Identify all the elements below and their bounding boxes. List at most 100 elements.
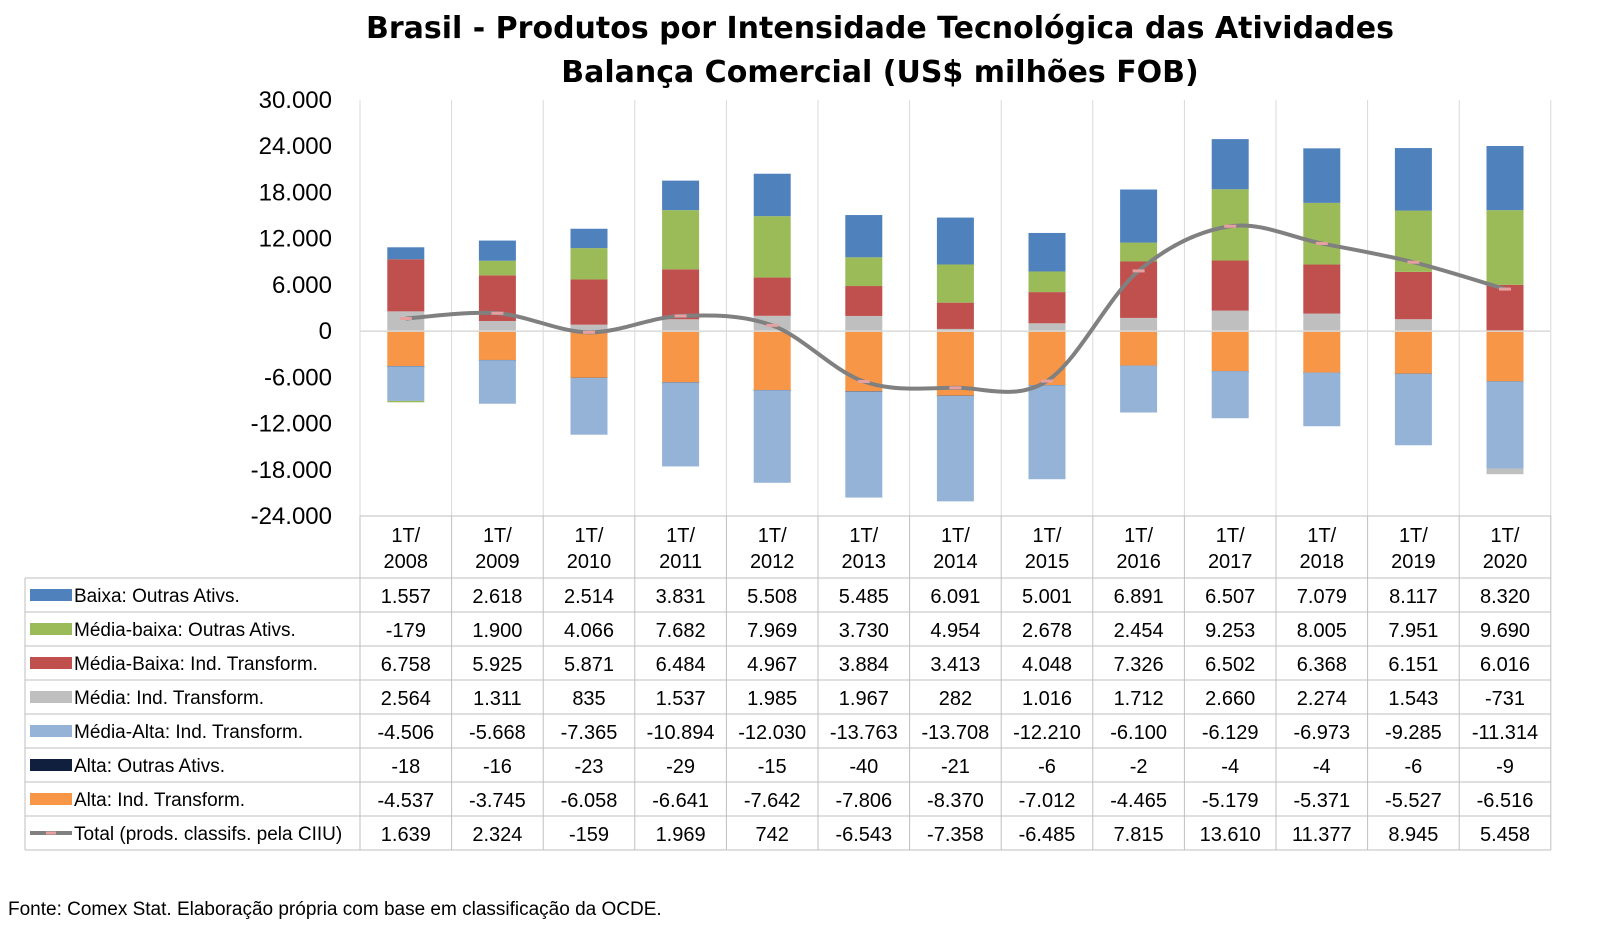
data-cell: 4.066	[564, 620, 614, 642]
data-cell: 8.945	[1388, 824, 1438, 846]
data-cell: 5.871	[564, 654, 614, 676]
bar-segment-alta_ind	[1486, 331, 1524, 382]
data-cell: 1.969	[656, 824, 706, 846]
y-tick-label: 0	[319, 318, 332, 345]
data-cell: -7.012	[1019, 790, 1076, 812]
data-cell: -6.100	[1110, 722, 1167, 744]
data-cell: 8.320	[1480, 586, 1530, 608]
bar-segment-media_baixa_ind	[570, 279, 608, 325]
bar-segment-media_baixa_outras	[1028, 271, 1066, 293]
data-cell: 7.682	[656, 620, 706, 642]
data-cell: 7.326	[1114, 654, 1164, 676]
legend-key-alta_ind	[30, 793, 72, 805]
bar-segment-media_ind	[1394, 319, 1432, 332]
chart-subtitle: Balança Comercial (US$ milhões FOB)	[561, 55, 1199, 90]
category-label: 1T/	[1491, 525, 1520, 547]
bar-segment-media_alta_ind	[1303, 372, 1341, 427]
category-label: 1T/	[1124, 525, 1153, 547]
data-cell: 1.311	[473, 688, 522, 710]
data-cell: 11.377	[1292, 824, 1352, 846]
bar-segment-baixa_outras	[387, 247, 425, 260]
y-tick-label: -6.000	[264, 364, 332, 391]
category-label: 1T/	[666, 525, 695, 547]
category-label: 1T/	[1399, 525, 1428, 547]
legend-key-media_baixa_ind	[30, 657, 72, 669]
series-label: Média: Ind. Transform.	[74, 688, 264, 709]
bar-segment-alta_ind	[478, 331, 516, 360]
data-cell: 2.618	[472, 586, 522, 608]
bar-segment-media_baixa_ind	[387, 259, 425, 312]
bar-segment-media_alta_ind	[478, 360, 516, 404]
data-cell: 7.969	[747, 620, 797, 642]
data-cell: 7.951	[1388, 620, 1438, 642]
data-cell: 6.368	[1297, 654, 1347, 676]
bar-segment-baixa_outras	[845, 215, 883, 258]
data-cell: -12.030	[738, 722, 806, 744]
category-label: 1T/	[758, 525, 787, 547]
legend-key-media_baixa_outras	[30, 623, 72, 635]
data-cell: 6.758	[381, 654, 431, 676]
bar-segment-media_baixa_outras	[1486, 210, 1524, 285]
data-cell: -6.543	[835, 824, 892, 846]
category-label: 1T/	[575, 525, 604, 547]
category-label: 2008	[384, 551, 429, 573]
data-cell: -8.370	[927, 790, 984, 812]
bar-segment-media_alta_ind	[845, 391, 883, 498]
data-cell: 9.253	[1205, 620, 1255, 642]
data-cell: 835	[572, 688, 605, 710]
category-label: 2013	[842, 551, 887, 573]
data-cell: 8.005	[1297, 620, 1347, 642]
data-cell: 6.502	[1205, 654, 1255, 676]
bar-segment-baixa_outras	[662, 180, 700, 211]
bar-segment-media_alta_ind	[1211, 371, 1249, 419]
bar-segment-media_baixa_outras	[387, 400, 425, 403]
category-label: 2017	[1208, 551, 1253, 573]
data-cell: 13.610	[1200, 824, 1261, 846]
data-cell: -5.371	[1293, 790, 1350, 812]
y-tick-label: 18.000	[259, 179, 332, 206]
data-cell: -731	[1485, 688, 1525, 710]
bar-segment-media_alta_ind	[1028, 385, 1066, 480]
bar-segment-alta_ind	[1028, 331, 1066, 386]
data-cell: -6.973	[1293, 722, 1350, 744]
bar-segment-media_baixa_outras	[570, 248, 608, 280]
data-cell: -4.506	[377, 722, 434, 744]
legend-key-media_alta_ind	[30, 725, 72, 737]
bar-segment-media_ind	[662, 319, 700, 332]
data-cell: -9	[1496, 756, 1514, 778]
data-cell: -4.465	[1110, 790, 1167, 812]
category-label: 1T/	[1033, 525, 1062, 547]
y-tick-label: 30.000	[259, 87, 332, 114]
bar-segment-media_alta_ind	[570, 377, 608, 435]
data-cell: 4.048	[1022, 654, 1072, 676]
data-cell: 1.967	[839, 688, 889, 710]
bar-segment-media_baixa_ind	[1211, 260, 1249, 311]
bar-segment-baixa_outras	[753, 173, 791, 217]
data-cell: 2.324	[472, 824, 522, 846]
category-label: 2012	[750, 551, 795, 573]
data-cell: 5.001	[1022, 586, 1072, 608]
bar-segment-media_ind	[1486, 468, 1524, 475]
data-cell: -3.745	[469, 790, 526, 812]
data-cell: -5.668	[469, 722, 526, 744]
data-cell: -21	[941, 756, 970, 778]
bar-segment-media_alta_ind	[1486, 381, 1524, 469]
data-cell: -6.058	[561, 790, 618, 812]
data-cell: -4.537	[377, 790, 434, 812]
data-cell: -16	[483, 756, 512, 778]
category-label: 2009	[475, 551, 520, 573]
data-cell: -10.894	[647, 722, 715, 744]
series-label: Média-baixa: Outras Ativs.	[74, 620, 296, 641]
data-cell: -9.285	[1385, 722, 1442, 744]
bar-segment-media_baixa_ind	[936, 302, 974, 329]
data-cell: -18	[391, 756, 420, 778]
bar-segment-baixa_outras	[936, 217, 974, 265]
series-label: Alta: Outras Ativs.	[74, 756, 225, 777]
data-cell: 2.678	[1022, 620, 1072, 642]
data-cell: -2	[1130, 756, 1148, 778]
data-cell: 1.985	[747, 688, 797, 710]
category-label: 2016	[1116, 551, 1161, 573]
data-cell: 6.484	[656, 654, 706, 676]
data-cell: 6.891	[1114, 586, 1164, 608]
data-cell: 6.507	[1205, 586, 1255, 608]
